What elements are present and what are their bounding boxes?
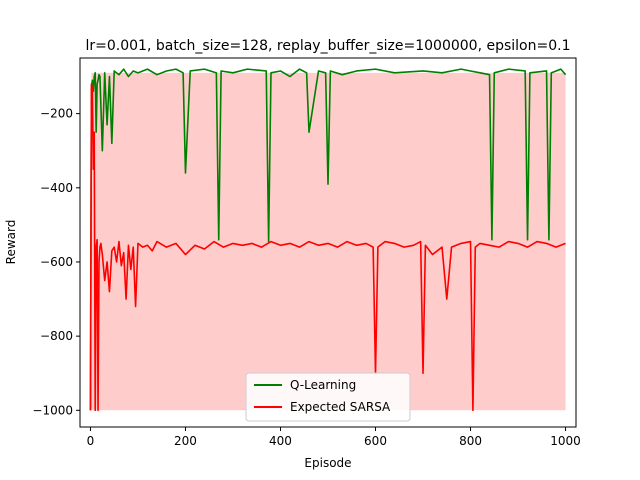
- q-learning-line: [89, 68, 567, 411]
- y-axis-title: Reward: [4, 220, 18, 265]
- x-tick-label: 0: [87, 434, 95, 448]
- plot-frame: [79, 57, 577, 428]
- expected-sarsa-line: [89, 83, 566, 412]
- legend-label-expected-sarsa: Expected SARSA: [290, 400, 391, 414]
- legend-box: [245, 372, 411, 422]
- x-tick-label: 800: [459, 434, 482, 448]
- x-axis: 0 200 400 600 800 1000: [87, 427, 581, 448]
- x-tick-label: 200: [174, 434, 197, 448]
- y-tick-label: −1000: [32, 403, 73, 417]
- legend: Q-Learning Expected SARSA: [245, 372, 411, 422]
- y-tick-label: −400: [40, 181, 73, 195]
- x-tick-label: 400: [269, 434, 292, 448]
- y-tick-label: −200: [40, 107, 73, 121]
- x-axis-title: Episode: [304, 456, 351, 470]
- legend-label-q-learning: Q-Learning: [290, 378, 356, 392]
- series-layer: [89, 68, 567, 412]
- plot-area: 0 200 400 600 800 1000 −1000 −800 −600 −400 −200: [32, 57, 581, 448]
- variance-band-layer: [90, 72, 566, 411]
- y-tick-label: −600: [40, 255, 73, 269]
- x-tick-label: 600: [364, 434, 387, 448]
- y-tick-label: −800: [40, 329, 73, 343]
- x-tick-label: 1000: [550, 434, 581, 448]
- y-axis: −1000 −800 −600 −400 −200: [32, 107, 80, 417]
- chart-title: lr=0.001, batch_size=128, replay_buffer_…: [86, 38, 571, 54]
- expected-sarsa-band: [90, 72, 566, 411]
